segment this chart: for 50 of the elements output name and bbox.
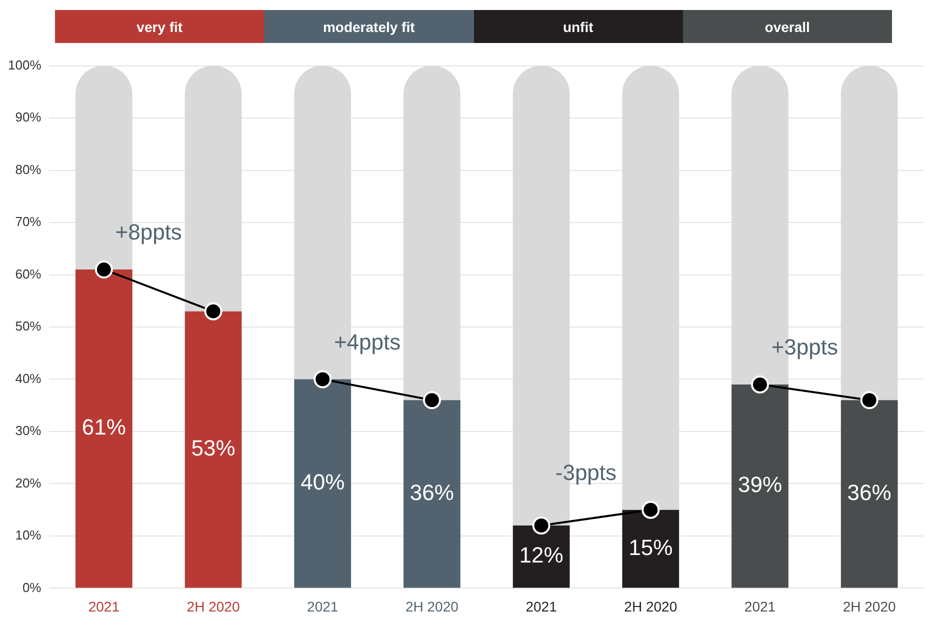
data-label: 40% <box>300 470 345 495</box>
annotation: +4ppts <box>334 329 401 354</box>
data-label: 15% <box>628 534 673 560</box>
y-tick-label: 20% <box>15 475 42 490</box>
bar <box>404 400 460 588</box>
x-tick-label: 2H 2020 <box>405 598 459 614</box>
y-tick-label: 30% <box>15 423 42 438</box>
y-tick-label: 70% <box>15 214 42 230</box>
annotation: +8ppts <box>115 220 182 245</box>
y-tick-label: 10% <box>15 528 42 543</box>
y-tick-label: 80% <box>15 162 42 177</box>
y-tick-label: 0% <box>22 580 42 595</box>
bar <box>622 510 680 588</box>
data-label: 61% <box>82 414 126 440</box>
bar <box>294 379 352 588</box>
x-tick-label: 2H 2020 <box>842 598 896 614</box>
y-tick-label: 90% <box>15 110 42 125</box>
annotation: -3ppts <box>555 460 617 485</box>
data-label: 39% <box>738 472 782 498</box>
x-tick-label: 2021 <box>526 598 558 614</box>
y-tick-label: 40% <box>15 370 42 386</box>
bar <box>840 400 898 588</box>
text: very fit <box>55 10 264 43</box>
x-tick-label: 2021 <box>307 598 338 614</box>
x-tick-label: 2H 2020 <box>624 598 678 614</box>
point <box>314 370 332 388</box>
x-tick-label: 2021 <box>744 598 776 614</box>
data-label: 53% <box>191 436 236 461</box>
point <box>94 260 113 279</box>
x-tick-label: 2021 <box>88 598 120 614</box>
bar <box>732 384 788 588</box>
text: unfit <box>474 10 683 43</box>
point <box>750 375 769 394</box>
bar <box>184 311 242 588</box>
y-tick-label: 100% <box>8 57 42 72</box>
data-label: 36% <box>847 480 892 505</box>
bar <box>75 270 132 588</box>
data-label: 12% <box>519 542 564 568</box>
point <box>532 516 550 535</box>
text: moderately fit <box>264 10 474 43</box>
point <box>204 302 222 320</box>
point <box>422 391 441 410</box>
annotation: +3ppts <box>771 334 838 360</box>
y-tick-label: 60% <box>15 266 42 282</box>
x-tick-label: 2H 2020 <box>186 598 240 614</box>
point <box>860 391 878 410</box>
y-tick-label: 50% <box>15 318 42 334</box>
point <box>642 500 660 519</box>
data-label: 36% <box>410 480 454 505</box>
text: overall <box>682 10 892 43</box>
